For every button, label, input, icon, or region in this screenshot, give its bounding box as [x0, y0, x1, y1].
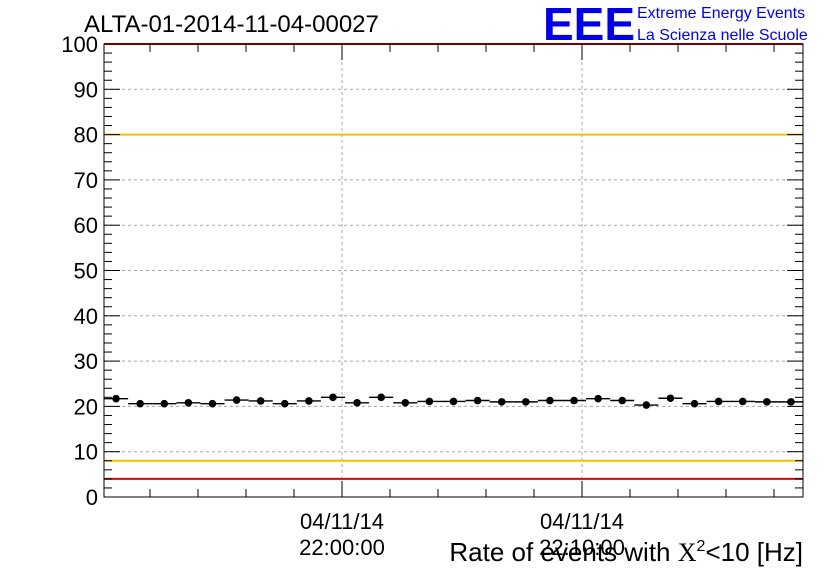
y-tick-label: 90 — [74, 77, 98, 102]
data-point — [377, 393, 385, 402]
x-axis-label-condition: <10 [Hz] — [705, 537, 803, 567]
x-axis-label-chi: X — [678, 538, 697, 567]
data-point — [522, 398, 530, 406]
data-point — [136, 399, 144, 408]
x-tick-date-label: 04/11/14 — [300, 509, 384, 534]
data-point — [449, 397, 458, 406]
data-point — [184, 398, 193, 407]
eee-logo-line1: Extreme Energy Events — [637, 5, 805, 22]
data-point — [787, 398, 795, 406]
data-point — [401, 398, 410, 407]
data-point — [763, 398, 771, 406]
data-point — [594, 394, 602, 403]
eee-logo-mark: EEE — [543, 0, 635, 50]
data-point — [546, 396, 554, 405]
x-axis-label-exponent: 2 — [697, 538, 706, 555]
data-point — [473, 396, 482, 405]
y-tick-label: 20 — [74, 394, 98, 419]
data-point — [425, 397, 434, 406]
data-point — [329, 393, 337, 402]
data-point — [666, 394, 675, 403]
y-tick-label: 30 — [74, 349, 98, 374]
y-tick-label: 80 — [74, 123, 98, 148]
y-tick-label: 50 — [74, 259, 98, 284]
chart-title: ALTA-01-2014-11-04-00027 — [84, 11, 379, 38]
data-point — [642, 401, 651, 409]
eee-logo: EEE Extreme Energy Events La Scienza nel… — [543, 0, 808, 50]
eee-logo-line2: La Scienza nelle Scuole — [637, 27, 808, 44]
data-point — [305, 397, 313, 405]
data-point — [160, 399, 169, 408]
data-point — [280, 399, 289, 408]
x-tick-date-label: 04/11/14 — [540, 509, 624, 534]
y-tick-label: 10 — [74, 440, 98, 465]
y-tick-label: 70 — [74, 168, 98, 193]
y-axis-ticks: 0 10 20 30 40 50 60 70 80 90 100 — [61, 32, 803, 510]
y-tick-label: 0 — [86, 485, 98, 510]
data-point — [690, 399, 699, 408]
data-point — [256, 397, 265, 405]
x-tick-time-label: 22:10:00 — [539, 535, 625, 560]
y-tick-label: 60 — [74, 213, 98, 238]
data-point — [353, 398, 361, 407]
data-point — [570, 396, 578, 405]
data-point — [232, 396, 241, 404]
data-point — [208, 399, 217, 408]
y-tick-label: 100 — [61, 32, 98, 57]
y-tick-label: 40 — [74, 304, 98, 329]
data-point — [497, 398, 506, 406]
x-axis-label: Rate of events with X2<10 [Hz] — [449, 537, 803, 567]
data-point — [738, 397, 747, 406]
x-tick-time-label: 22:00:00 — [299, 535, 385, 560]
data-point — [618, 396, 627, 405]
data-point — [112, 394, 120, 403]
data-point — [714, 397, 723, 406]
grid-lines — [104, 44, 803, 497]
data-points — [104, 393, 803, 409]
x-axis-label-text: Rate of events with — [449, 537, 677, 567]
